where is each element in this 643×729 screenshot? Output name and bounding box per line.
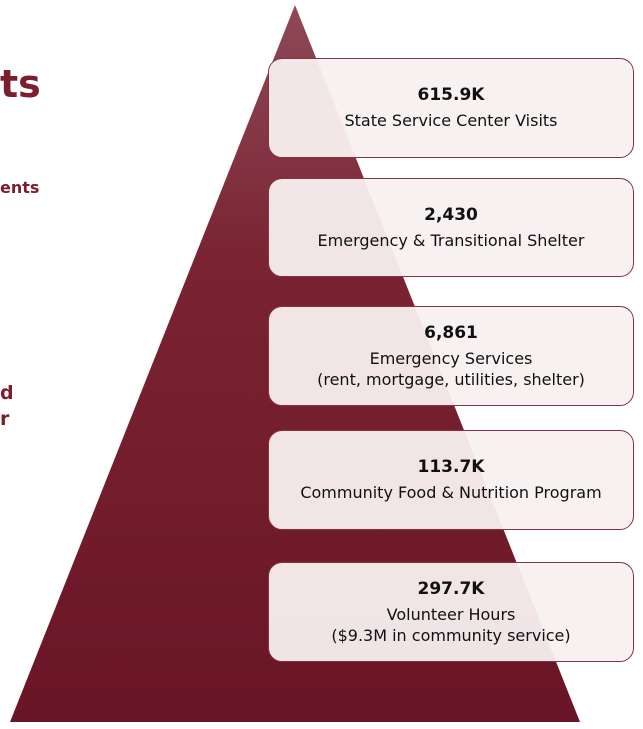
left-text: r xyxy=(0,408,10,430)
tier-label: Volunteer Hours xyxy=(386,604,516,624)
tier-label: ($9.3M in community service) xyxy=(331,625,571,645)
left-text: ents xyxy=(0,178,40,197)
tier-value: 113.7K xyxy=(417,457,485,477)
tier-label: Community Food & Nutrition Program xyxy=(300,483,602,502)
left-text: d xyxy=(0,382,14,404)
tier-value: 297.7K xyxy=(417,578,485,599)
tier-value: 615.9K xyxy=(417,85,485,105)
tier-label: Emergency & Transitional Shelter xyxy=(317,230,585,250)
left-text: ts xyxy=(0,62,41,106)
tier-label: State Service Center Visits xyxy=(344,111,558,130)
tier-label: (rent, mortgage, utilities, shelter) xyxy=(317,369,585,389)
tier-box: 615.9K State Service Center Visits xyxy=(268,58,634,158)
tier-value: 2,430 xyxy=(424,204,478,225)
tier-box: 113.7K Community Food & Nutrition Program xyxy=(268,430,634,530)
tier-label: Emergency Services xyxy=(369,348,533,368)
tier-value: 6,861 xyxy=(424,322,478,343)
tier-box: 6,861 Emergency Services (rent, mortgage, … xyxy=(268,306,634,406)
tier-box: 297.7K Volunteer Hours ($9.3M in community… xyxy=(268,562,634,662)
tier-box: 2,430 Emergency & Transitional Shelter xyxy=(268,178,634,277)
